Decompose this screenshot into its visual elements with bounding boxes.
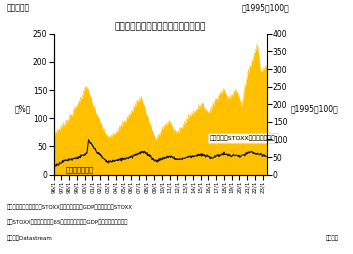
- Text: STOXX時価総額は後方65日移動平均、名目GDPは日次データに補完: STOXX時価総額は後方65日移動平均、名目GDPは日次データに補完: [7, 220, 128, 225]
- Text: 株価指数（STOXX、右軸、対数）: 株価指数（STOXX、右軸、対数）: [210, 135, 276, 141]
- Text: （日次）: （日次）: [326, 235, 339, 241]
- Y-axis label: （%）: （%）: [15, 104, 31, 113]
- Text: バフェット指標: バフェット指標: [65, 166, 93, 173]
- Y-axis label: （1995＝100）: （1995＝100）: [290, 104, 338, 113]
- Text: （1995＝100）: （1995＝100）: [242, 4, 289, 13]
- Title: ユーロ圏のバフェット指標と株価指数: ユーロ圏のバフェット指標と株価指数: [114, 23, 206, 31]
- Text: （図表４）: （図表４）: [7, 4, 30, 13]
- Text: （資料）Datastream: （資料）Datastream: [7, 235, 53, 241]
- Text: （注）バフェット指標＝STOXX時価総額／名目GDP、株価指数はSTOXX: （注）バフェット指標＝STOXX時価総額／名目GDP、株価指数はSTOXX: [7, 204, 133, 210]
